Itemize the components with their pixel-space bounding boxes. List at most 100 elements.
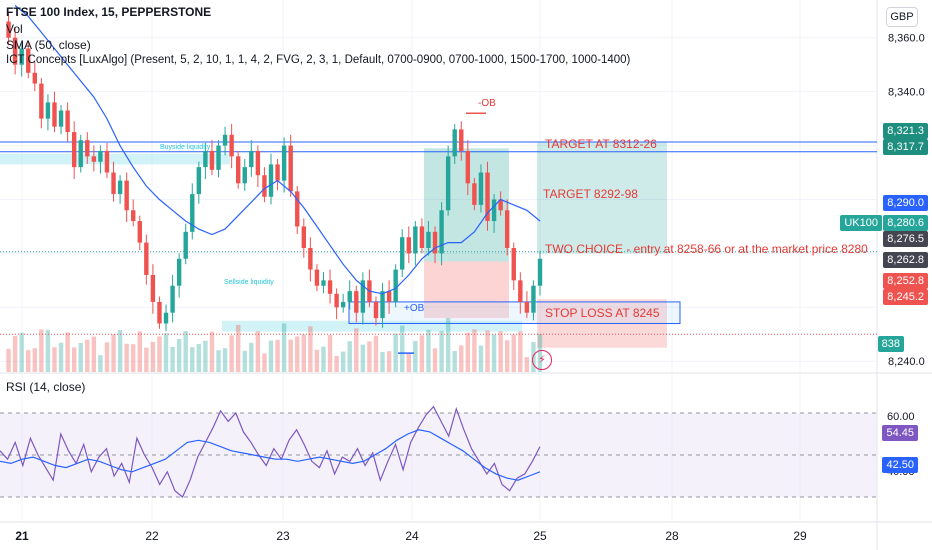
volume-bar	[124, 343, 129, 372]
volume-bar	[144, 347, 149, 372]
volume-bar	[347, 341, 352, 372]
candle-body	[124, 180, 129, 211]
candle-body	[104, 150, 110, 173]
target-zone-right	[537, 142, 667, 254]
candle-body	[334, 293, 339, 308]
candle-body	[117, 180, 123, 195]
candle-body	[19, 48, 24, 65]
price-tag-8262: 8,262.8	[883, 252, 928, 268]
volume-bar	[511, 334, 516, 372]
volume-bar	[478, 345, 484, 372]
volume-bar	[190, 347, 195, 372]
candle-body	[183, 231, 188, 259]
volume-bar	[91, 336, 97, 372]
indicator-ict[interactable]: ICT Concepts [LuxAlgo] (Present, 5, 2, 1…	[6, 54, 631, 66]
time-tick-label: 22	[145, 529, 159, 543]
candle-body	[459, 129, 464, 151]
volume-bar	[327, 335, 333, 372]
volume-bar	[209, 331, 215, 372]
price-tick-label: 8,240.0	[888, 356, 925, 368]
volume-bar	[367, 341, 372, 372]
candle-body	[288, 145, 293, 192]
volume-bar	[183, 331, 188, 372]
rsi-title[interactable]: RSI (14, close)	[6, 380, 86, 394]
price-tag-8317: 8,317.7	[883, 139, 928, 155]
candle-body	[32, 72, 38, 84]
volume-bar	[432, 348, 438, 372]
candle-body	[26, 48, 31, 73]
candle-body	[524, 301, 530, 313]
volume-bar	[242, 350, 247, 372]
entry-label: TWO CHOICE - entry at 8258-66 or at the …	[545, 242, 868, 256]
volume-bar	[340, 351, 346, 372]
candle-body	[203, 150, 208, 168]
price-tag-8276: 8,276.5	[883, 231, 928, 247]
volume-bar	[524, 357, 530, 372]
minus-ob-label: -OB	[478, 98, 496, 109]
time-tick-label: 25	[533, 529, 547, 543]
candle-body	[354, 291, 359, 313]
candle-body	[52, 102, 57, 127]
candle-body	[176, 258, 182, 286]
candle-body	[229, 134, 234, 157]
volume-bar	[518, 331, 523, 372]
volume-bar	[308, 326, 313, 372]
candle-body	[255, 150, 261, 176]
symbol-tag: UK100	[840, 215, 882, 231]
volume-bar	[32, 348, 38, 372]
volume-bar	[354, 328, 359, 372]
rsi-ma-tag: 42.50	[882, 457, 918, 473]
candle-body	[518, 280, 523, 302]
volume-bar	[131, 344, 136, 372]
currency-button[interactable]: GBP	[886, 7, 918, 27]
candle-body	[39, 83, 44, 119]
volume-bar	[472, 329, 477, 372]
volume-bar	[137, 331, 142, 372]
volume-bar	[393, 333, 398, 372]
candle-body	[137, 221, 142, 243]
time-tick-label: 29	[793, 529, 807, 543]
volume-bar	[71, 347, 77, 372]
volume-bar	[203, 340, 208, 372]
volume-bar	[170, 347, 175, 372]
candle-body	[111, 172, 116, 195]
indicator-sma[interactable]: SMA (50, close)	[6, 38, 91, 52]
candle-body	[281, 145, 287, 181]
candle-body	[98, 150, 103, 162]
volume-bar	[196, 344, 202, 372]
volume-bar	[321, 346, 326, 372]
candle-body	[78, 140, 83, 168]
volume-bar	[12, 336, 18, 372]
volume-bar	[163, 333, 169, 372]
candle-body	[327, 280, 333, 294]
candle-body	[12, 37, 18, 65]
candle-body	[386, 291, 392, 302]
candlestick-series	[6, 13, 543, 332]
volume-bar	[491, 334, 497, 372]
volume-bar	[281, 323, 287, 372]
target-1-label: TARGET AT 8312-26	[545, 137, 657, 151]
candle-body	[347, 291, 352, 302]
candle-body	[314, 269, 320, 286]
candle-body	[419, 226, 425, 248]
volume-bar	[98, 355, 103, 372]
lightning-icon[interactable]: ⚡	[532, 350, 552, 370]
candle-body	[275, 164, 280, 181]
volume-bar	[465, 332, 471, 372]
candle-body	[268, 164, 274, 197]
volume-tag: 838	[877, 336, 904, 352]
sellside-liquidity-label: Sellside liquidity	[224, 279, 274, 286]
candle-body	[157, 301, 162, 324]
price-tag-8321: 8,321.3	[883, 123, 928, 139]
indicator-vol[interactable]: Vol	[6, 22, 23, 36]
rsi-line	[0, 405, 541, 498]
volume-bar	[85, 339, 90, 372]
candle-body	[71, 132, 77, 168]
candle-body	[45, 102, 51, 119]
level-lines	[0, 112, 877, 354]
candle-body	[131, 210, 136, 222]
candle-body	[235, 156, 241, 184]
candle-body	[301, 226, 307, 248]
volume-bar	[104, 342, 110, 372]
